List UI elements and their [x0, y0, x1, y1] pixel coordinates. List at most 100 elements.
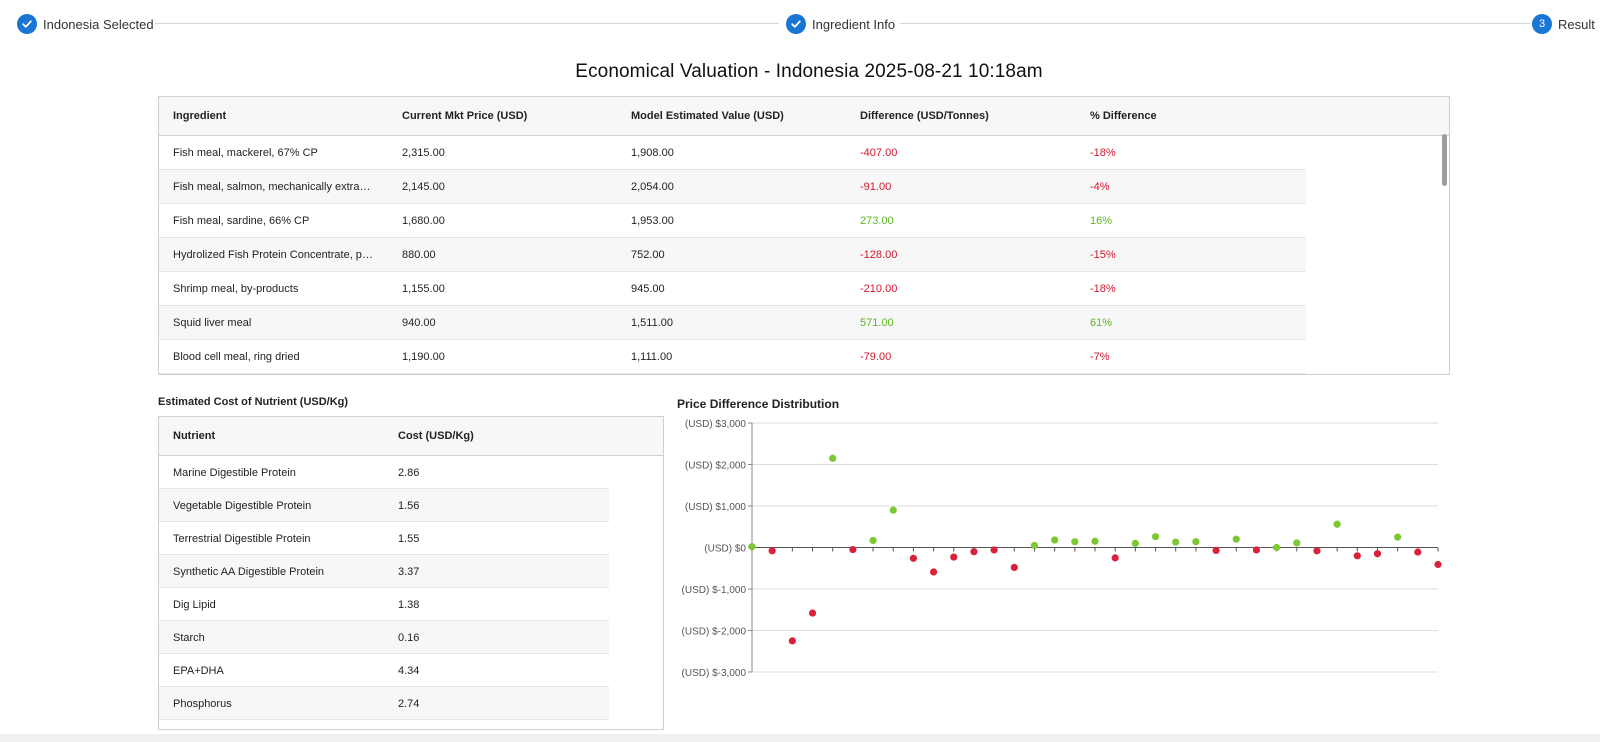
data-point	[1131, 539, 1139, 547]
table-scrollbar[interactable]	[1442, 134, 1447, 186]
stepper: Indonesia Selected Ingredient Info 3 Res…	[0, 0, 1600, 48]
ingredient-name: Squid liver meal	[173, 317, 252, 329]
step-connector	[155, 23, 779, 24]
table-row[interactable]: Fish meal, sardine, 66% CP 1,680.00 1,95…	[159, 204, 1306, 238]
difference-value: 273.00	[860, 215, 894, 227]
data-point	[1394, 533, 1402, 541]
difference-value: 571.00	[860, 317, 894, 329]
data-point	[849, 545, 857, 554]
table-header: Ingredient Current Mkt Price (USD) Model…	[159, 97, 1449, 136]
data-point	[1212, 546, 1220, 555]
step-ingredient-info[interactable]: Ingredient Info	[786, 14, 895, 34]
difference-value: -79.00	[860, 351, 892, 363]
step-result[interactable]: 3 Result	[1532, 14, 1595, 34]
data-point	[950, 553, 958, 561]
table-row[interactable]: Shrimp meal, by-products 1,155.00 945.00…	[159, 272, 1306, 306]
step-label: Result	[1558, 16, 1595, 32]
data-point	[1333, 520, 1341, 528]
table-row[interactable]: Blood cell meal, ring dried 1,190.00 1,1…	[159, 340, 1306, 374]
difference-value: -210.00	[860, 283, 898, 295]
table-row[interactable]: Terrestrial Digestible Protein 1.55	[159, 522, 609, 555]
data-point	[869, 536, 877, 545]
data-point	[829, 454, 837, 462]
y-tick-label: (USD) $-3,000	[682, 668, 747, 679]
data-point	[768, 547, 776, 555]
current-price: 880.00	[402, 249, 436, 261]
nutrient-cost: 1.38	[398, 599, 420, 611]
difference-value: -407.00	[860, 147, 898, 159]
y-tick-label: (USD) $-1,000	[682, 585, 747, 596]
data-point	[889, 506, 897, 514]
data-point	[808, 609, 817, 617]
table-row[interactable]: Hydrolized Fish Protein Concentrate, pa.…	[159, 238, 1306, 272]
pct-difference-value: -15%	[1090, 249, 1116, 261]
step-connector	[900, 23, 1530, 24]
step-label: Ingredient Info	[812, 16, 896, 32]
data-point	[1111, 554, 1119, 562]
column-header-model-value[interactable]: Model Estimated Value (USD)	[631, 110, 784, 122]
table-row[interactable]: Fish meal, salmon, mechanically extract.…	[159, 170, 1306, 204]
table-row[interactable]: Starch 0.16	[159, 621, 609, 654]
column-header-difference[interactable]: Difference (USD/Tonnes)	[860, 110, 989, 122]
table-row[interactable]: Fish meal, mackerel, 67% CP 2,315.00 1,9…	[159, 136, 1306, 170]
page-footer-bar	[0, 734, 1600, 742]
data-point	[1172, 538, 1180, 546]
nutrient-name: EPA+DHA	[173, 665, 224, 677]
model-value: 945.00	[631, 283, 665, 295]
difference-value: -128.00	[860, 249, 898, 261]
step-indonesia-selected[interactable]: Indonesia Selected	[17, 14, 154, 34]
ingredient-name: Shrimp meal, by-products	[173, 283, 299, 295]
data-point	[1091, 537, 1099, 545]
pct-difference-value: -18%	[1090, 283, 1116, 295]
nutrient-cost: 1.56	[398, 500, 420, 512]
data-point	[1010, 563, 1018, 572]
model-value: 2,054.00	[631, 181, 674, 193]
column-header-ingredient[interactable]: Ingredient	[173, 110, 227, 122]
ingredient-name: Hydrolized Fish Protein Concentrate, pa.…	[173, 249, 373, 261]
check-icon	[786, 14, 806, 34]
y-tick-label: (USD) $1,000	[685, 502, 747, 513]
current-price: 2,315.00	[402, 147, 445, 159]
pct-difference-value: -18%	[1090, 147, 1116, 159]
nutrient-cost: 0.16	[398, 632, 420, 644]
data-point	[1051, 536, 1059, 544]
table-row[interactable]: Vegetable Digestible Protein 1.56	[159, 489, 609, 522]
pct-difference-value: -4%	[1090, 181, 1110, 193]
column-header-current-price[interactable]: Current Mkt Price (USD)	[402, 110, 528, 122]
y-tick-label: (USD) $3,000	[685, 419, 747, 430]
model-value: 1,908.00	[631, 147, 674, 159]
table-row[interactable]: Synthetic AA Digestible Protein 3.37	[159, 555, 609, 588]
current-price: 2,145.00	[402, 181, 445, 193]
data-point	[990, 546, 998, 554]
data-point	[1293, 539, 1301, 547]
table-row[interactable]: Squid liver meal 940.00 1,511.00 571.00 …	[159, 306, 1306, 340]
data-point	[1071, 538, 1079, 546]
nutrient-cost: 2.74	[398, 698, 420, 710]
table-row[interactable]: EPA+DHA 4.34	[159, 654, 609, 687]
table-row[interactable]: Dig Lipid 1.38	[159, 588, 609, 621]
data-point	[1353, 552, 1361, 560]
data-point	[909, 554, 918, 562]
data-point	[788, 637, 796, 645]
column-header-cost[interactable]: Cost (USD/Kg)	[398, 430, 474, 442]
data-point	[1151, 533, 1160, 541]
model-value: 1,953.00	[631, 215, 674, 227]
difference-value: -91.00	[860, 181, 892, 193]
pct-difference-value: -7%	[1090, 351, 1110, 363]
table-body: Fish meal, mackerel, 67% CP 2,315.00 1,9…	[159, 136, 1449, 374]
data-point	[748, 543, 756, 551]
check-icon	[17, 14, 37, 34]
nutrient-name: Marine Digestible Protein	[173, 467, 296, 479]
data-point	[1252, 546, 1261, 554]
ingredient-name: Fish meal, sardine, 66% CP	[173, 215, 310, 227]
data-point	[1192, 538, 1200, 546]
table-row[interactable]: Marine Digestible Protein 2.86	[159, 456, 609, 489]
table-row[interactable]: Phosphorus 2.74	[159, 687, 609, 720]
data-point	[929, 568, 938, 576]
column-header-nutrient[interactable]: Nutrient	[173, 430, 216, 442]
column-header-pct-difference[interactable]: % Difference	[1090, 110, 1157, 122]
nutrient-cost: 1.55	[398, 533, 420, 545]
data-point	[1232, 535, 1240, 543]
nutrient-name: Synthetic AA Digestible Protein	[173, 566, 325, 578]
pct-difference-value: 61%	[1090, 317, 1113, 329]
